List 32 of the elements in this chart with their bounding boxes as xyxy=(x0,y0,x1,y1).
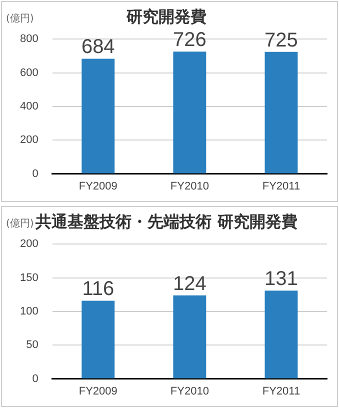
chart-title: 共通基盤技術・先端技術 研究開発費 xyxy=(34,212,298,231)
x-tick-label: FY2009 xyxy=(78,180,118,192)
data-label: 684 xyxy=(81,36,115,58)
y-tick-label: 200 xyxy=(20,134,38,146)
x-tick-label: FY2010 xyxy=(170,180,209,192)
bar xyxy=(173,52,206,174)
bar xyxy=(264,52,298,174)
y-tick-label: 150 xyxy=(20,272,38,284)
bar xyxy=(264,290,298,378)
data-label: 726 xyxy=(172,29,206,52)
x-tick-label: FY2011 xyxy=(262,385,300,398)
bar xyxy=(82,300,115,378)
y-tick-label: 0 xyxy=(32,168,38,180)
y-tick-label: 400 xyxy=(20,100,38,113)
y-tick-label: 100 xyxy=(20,306,38,318)
y-tick-label: 200 xyxy=(20,238,38,250)
data-label: 116 xyxy=(82,278,114,300)
data-label: 131 xyxy=(264,268,298,290)
chart-title: 研究開発費 xyxy=(126,6,206,26)
x-tick-label: FY2010 xyxy=(170,385,209,398)
data-label: 124 xyxy=(172,272,206,295)
y-axis-title: (億円) xyxy=(6,12,34,25)
x-tick-label: FY2011 xyxy=(262,180,300,192)
bar xyxy=(82,58,115,174)
y-tick-label: 0 xyxy=(32,372,38,385)
bar xyxy=(173,295,206,378)
y-tick-label: 800 xyxy=(20,33,38,46)
y-tick-label: 600 xyxy=(20,66,38,79)
y-tick-label: 50 xyxy=(26,339,38,352)
x-tick-label: FY2009 xyxy=(78,385,118,398)
data-label: 725 xyxy=(264,29,298,52)
y-axis-title: (億円) xyxy=(6,218,34,230)
